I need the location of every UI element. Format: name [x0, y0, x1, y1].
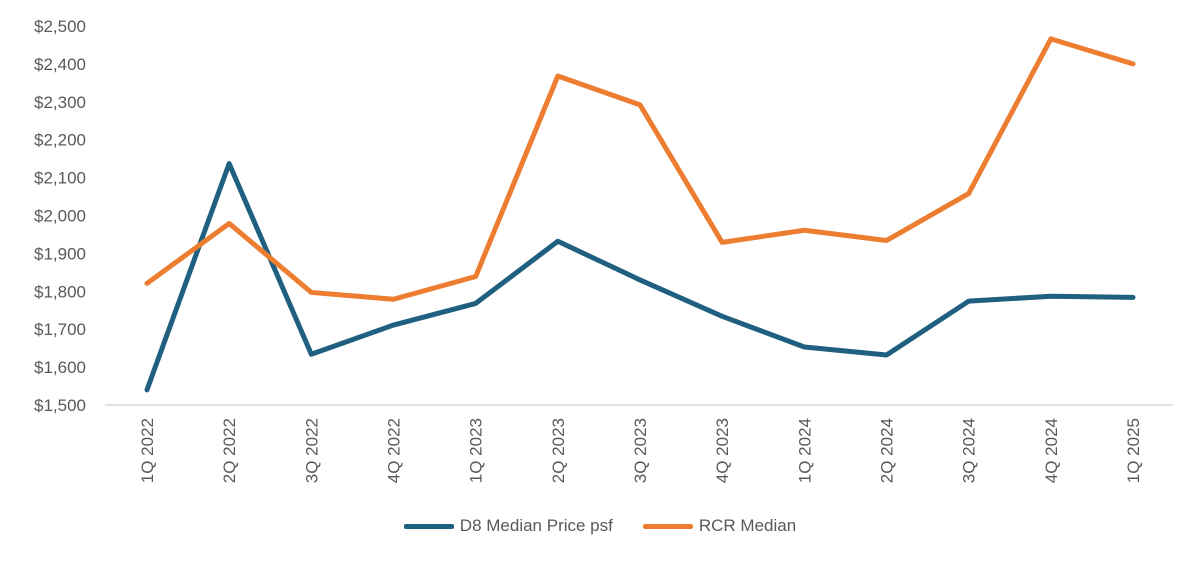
y-tick-label: $1,900: [34, 244, 86, 263]
legend-label-rcr: RCR Median: [698, 516, 797, 535]
x-tick-label: 4Q 2024: [1042, 418, 1061, 483]
y-tick-label: $2,500: [34, 17, 86, 36]
y-tick-label: $2,100: [34, 169, 86, 188]
y-tick-label: $1,700: [34, 320, 86, 339]
x-tick-label: 2Q 2022: [220, 418, 239, 483]
y-tick-label: $2,200: [34, 131, 86, 150]
y-tick-label: $1,600: [34, 358, 86, 377]
x-tick-label: 1Q 2024: [795, 418, 814, 483]
x-tick-label: 1Q 2025: [1124, 418, 1143, 483]
y-tick-label: $1,500: [34, 396, 86, 415]
legend-item-rcr: RCR Median: [642, 516, 797, 536]
y-tick-label: $2,400: [34, 55, 86, 74]
series-line-rcr: [144, 36, 1136, 302]
y-tick-label: $1,800: [34, 282, 86, 301]
x-tick-label: 3Q 2024: [960, 418, 979, 483]
x-tick-label: 2Q 2024: [878, 418, 897, 483]
x-tick-label: 1Q 2023: [467, 418, 486, 483]
legend-swatch-d8: [403, 523, 454, 529]
legend: D8 Median Price psf RCR Median: [0, 516, 1200, 536]
legend-item-d8: D8 Median Price psf: [403, 516, 613, 536]
y-tick-label: $2,000: [34, 207, 86, 226]
x-tick-label: 2Q 2023: [549, 418, 568, 483]
legend-label-d8: D8 Median Price psf: [459, 516, 613, 535]
x-tick-label: 4Q 2022: [385, 418, 404, 483]
x-tick-label: 4Q 2023: [713, 418, 732, 483]
x-tick-label: 1Q 2022: [138, 418, 157, 483]
legend-swatch-rcr: [642, 523, 693, 529]
x-tick-label: 3Q 2022: [302, 418, 321, 483]
y-tick-label: $2,300: [34, 93, 86, 112]
x-tick-label: 3Q 2023: [631, 418, 650, 483]
